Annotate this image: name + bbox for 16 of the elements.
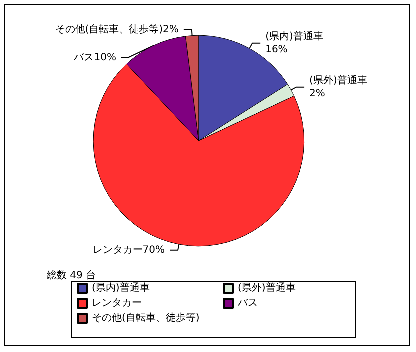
data-label: 16% bbox=[266, 44, 288, 56]
legend-label: (県内)普通車 bbox=[92, 282, 150, 294]
legend-label: バス bbox=[237, 298, 258, 309]
data-label: 2% bbox=[310, 88, 326, 100]
data-label: 2% bbox=[163, 24, 179, 36]
slice-label: レンタカー bbox=[92, 244, 143, 256]
legend-label: (県外)普通車 bbox=[238, 282, 296, 294]
slice-label: バス bbox=[73, 52, 94, 64]
legend-label: その他(自転車、徒歩等) bbox=[92, 312, 200, 324]
legend-label: レンタカー bbox=[92, 298, 142, 309]
text: 総数 49 台 bbox=[46, 270, 96, 282]
data-label: 70% bbox=[142, 244, 166, 256]
data-label: 10% bbox=[94, 52, 116, 64]
slice-label: その他(自転車、徒歩等) bbox=[55, 23, 164, 36]
slice-label: (県外)普通車 bbox=[310, 74, 368, 86]
slice-label: (県内)普通車 bbox=[266, 30, 324, 42]
